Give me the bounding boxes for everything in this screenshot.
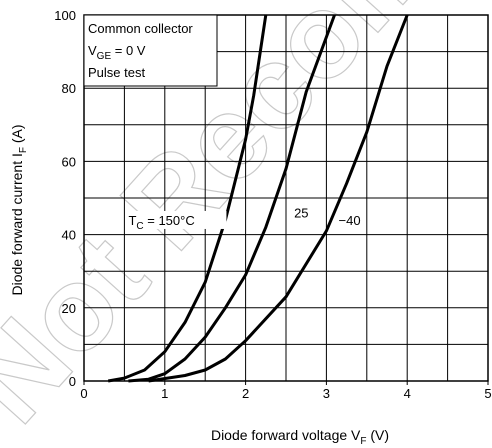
series-label-bg: [126, 210, 227, 229]
condition-line: Common collector: [88, 21, 193, 36]
y-tick-label: 0: [69, 374, 76, 389]
series-label-bg: [336, 210, 361, 229]
series-line-150°C: [107, 14, 268, 383]
condition-line: VGE = 0 V: [88, 43, 146, 62]
y-tick-label: 80: [62, 81, 76, 96]
series-label: 25: [294, 206, 308, 221]
condition-line: Pulse test: [88, 65, 145, 80]
series-line-25: [128, 14, 336, 383]
series-label-bg: [292, 203, 317, 222]
x-tick-label: 1: [161, 386, 168, 401]
x-tick-label: 4: [404, 386, 411, 401]
y-axis-label: Diode forward current IF (A): [9, 124, 29, 295]
x-axis-label: Diode forward voltage VF (V): [211, 427, 389, 447]
series-line--40: [148, 14, 409, 383]
conditions-box: Common collector VGE = 0 V Pulse test: [83, 14, 218, 87]
y-tick-label: 40: [62, 228, 76, 243]
x-tick-label: 3: [323, 386, 330, 401]
axis-labels: Diode forward voltage VF (V) Diode forwar…: [9, 124, 389, 447]
plot-frame: [83, 14, 489, 382]
tick-labels: 0 1 2 3 4 5 0 20 40 60 80 100: [54, 8, 491, 401]
y-tick-label: 20: [62, 301, 76, 316]
series-labels: TC = 150°C 25 −40: [126, 203, 361, 232]
plot-border: [83, 14, 489, 382]
y-tick-label: 100: [54, 8, 76, 23]
curves: [107, 14, 409, 383]
x-tick-label: 0: [80, 386, 87, 401]
conditions-box-bg: [83, 14, 218, 87]
x-tick-label: 2: [242, 386, 249, 401]
series-label: −40: [339, 213, 361, 228]
series-label: TC = 150°C: [128, 213, 194, 232]
x-tick-label: 5: [484, 386, 491, 401]
y-tick-label: 60: [62, 154, 76, 169]
